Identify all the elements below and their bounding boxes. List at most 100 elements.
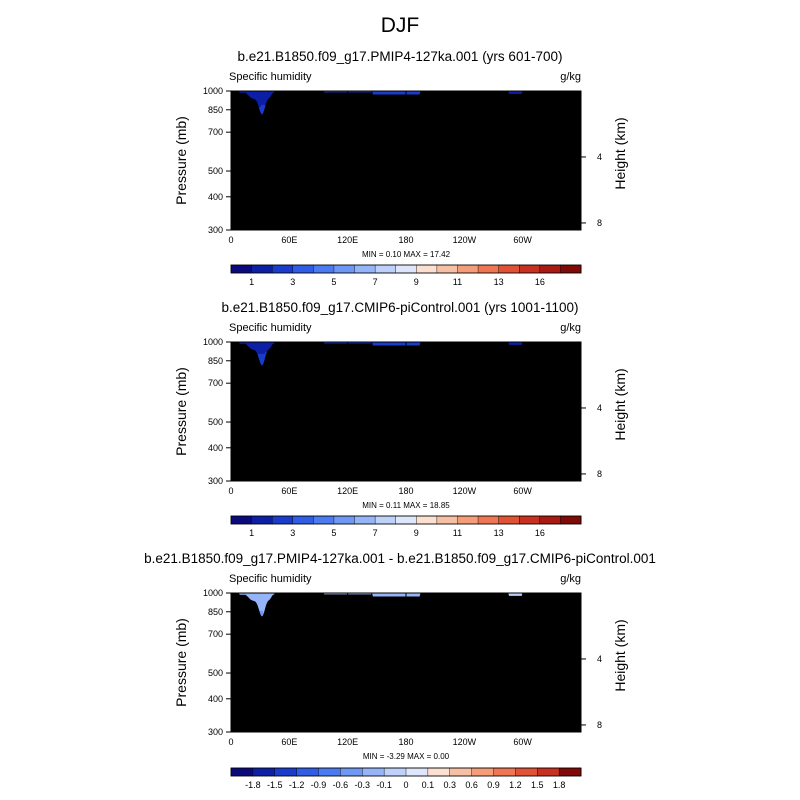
colorbar-swatch — [519, 264, 541, 274]
variable-label: Specific humidity — [229, 322, 312, 334]
y-tick-label: 1000 — [203, 337, 223, 347]
colorbar-swatch — [230, 515, 253, 525]
y2-tick-label: 4 — [597, 654, 602, 664]
colorbar-swatch — [449, 767, 473, 777]
x-tick-label: 60E — [281, 235, 297, 245]
colorbar-label: 13 — [494, 277, 504, 287]
min-max-stats: MIN = 0.10 MAX = 17.42 — [362, 250, 451, 259]
colorbar-swatch — [416, 515, 438, 525]
colorbar-label: -1.2 — [289, 780, 305, 790]
colorbar-swatch — [416, 264, 438, 274]
colorbar-label: 16 — [535, 277, 545, 287]
colorbar-swatch — [560, 515, 582, 525]
x-tick-label: 60E — [281, 486, 297, 496]
colorbar-swatch — [457, 515, 479, 525]
colorbar-swatch — [313, 515, 335, 525]
colorbar-label: 11 — [453, 277, 462, 287]
panel-p1: b.e21.B1850.f09_g17.PMIP4-127ka.001 (yrs… — [173, 49, 628, 287]
colorbar-swatch — [354, 264, 376, 274]
panel-p3: b.e21.B1850.f09_g17.PMIP4-127ka.001 - b.… — [144, 551, 656, 790]
colorbar-frame — [230, 515, 582, 525]
colorbar-swatch — [251, 515, 273, 525]
colorbar-swatch — [498, 515, 520, 525]
colorbar: 1 3 5 7 9 11 13 16 — [230, 515, 582, 538]
y-tick-label: 850 — [208, 356, 223, 366]
colorbar-label: 7 — [373, 528, 378, 538]
colorbar-label: 1 — [249, 277, 254, 287]
colorbar-swatch — [271, 264, 294, 274]
y2-axis-label: Height (km) — [612, 117, 628, 189]
colorbar-frame — [230, 264, 582, 274]
colorbar-label: -1.5 — [267, 780, 283, 790]
colorbar-swatch — [318, 767, 341, 777]
colorbar-swatch — [333, 515, 356, 525]
colorbar-swatch — [493, 767, 516, 777]
y-tick-label: 850 — [208, 105, 223, 115]
figure-title: DJF — [380, 14, 420, 37]
colorbar-swatch — [558, 767, 582, 777]
colorbar-swatch — [537, 767, 560, 777]
colorbar: 1 3 5 7 9 11 13 16 — [230, 264, 582, 287]
colorbar-swatch — [436, 515, 458, 525]
terrain — [231, 91, 581, 230]
y2-tick-label: 4 — [597, 403, 602, 413]
colorbar-label: 0.1 — [422, 780, 435, 790]
y-tick-label: 400 — [208, 192, 223, 202]
colorbar-label: 3 — [290, 277, 295, 287]
colorbar-swatch — [539, 264, 561, 274]
colorbar-swatch — [471, 767, 494, 777]
colorbar-swatch — [374, 515, 397, 525]
units-label: g/kg — [560, 71, 581, 83]
y-tick-label: 700 — [208, 378, 223, 388]
y-tick-label: 400 — [208, 694, 223, 704]
terrain — [231, 342, 581, 481]
colorbar-swatch — [374, 264, 397, 274]
colorbar-label: 5 — [331, 277, 336, 287]
colorbar-swatch — [427, 767, 451, 777]
colorbar-swatch — [362, 767, 385, 777]
x-tick-label: 120E — [337, 235, 358, 245]
x-tick-label: 60W — [513, 737, 532, 747]
units-label: g/kg — [560, 573, 581, 585]
panel-title: b.e21.B1850.f09_g17.CMIP6-piControl.001 … — [222, 300, 579, 315]
x-tick-label: 0 — [228, 486, 233, 496]
y2-tick-label: 8 — [597, 469, 602, 479]
colorbar-swatch — [340, 767, 363, 777]
y-tick-label: 500 — [208, 417, 223, 427]
y-tick-label: 1000 — [203, 588, 223, 598]
colorbar-label: 9 — [414, 528, 419, 538]
x-tick-label: 180 — [398, 235, 413, 245]
y2-tick-label: 4 — [597, 152, 602, 162]
colorbar-swatch — [230, 767, 254, 777]
colorbar-label: 1.2 — [509, 780, 522, 790]
colorbar-swatch — [477, 515, 500, 525]
colorbar-swatch — [515, 767, 538, 777]
y-tick-label: 300 — [208, 727, 223, 737]
x-tick-label: 60W — [513, 486, 532, 496]
y-tick-label: 300 — [208, 225, 223, 235]
y-tick-label: 500 — [208, 166, 223, 176]
colorbar-swatch — [395, 264, 417, 274]
colorbar-label: 1.8 — [553, 780, 566, 790]
terrain — [231, 593, 581, 732]
y-tick-label: 700 — [208, 629, 223, 639]
colorbar-swatch — [251, 264, 273, 274]
colorbar-swatch — [292, 515, 314, 525]
panel-title: b.e21.B1850.f09_g17.PMIP4-127ka.001 - b.… — [144, 551, 656, 566]
y-axis-label: Pressure (mb) — [173, 618, 189, 707]
x-tick-label: 120E — [337, 737, 358, 747]
colorbar-label: 13 — [494, 528, 504, 538]
x-tick-label: 0 — [228, 737, 233, 747]
variable-label: Specific humidity — [229, 71, 312, 83]
colorbar-label: 0.3 — [443, 780, 456, 790]
x-tick-label: 120E — [337, 486, 358, 496]
x-tick-label: 120W — [453, 235, 477, 245]
panel-title: b.e21.B1850.f09_g17.PMIP4-127ka.001 (yrs… — [238, 49, 563, 64]
min-max-stats: MIN = 0.11 MAX = 18.85 — [362, 501, 450, 510]
colorbar: -1.8 -1.5 -1.2 -0.9 -0.6 -0.3 -0.1 0 0.1 0.3 0.6 0.… — [230, 767, 582, 790]
colorbar-swatch — [313, 264, 335, 274]
colorbar-label: 1.5 — [531, 780, 544, 790]
y2-axis-label: Height (km) — [612, 368, 628, 440]
y2-tick-label: 8 — [597, 720, 602, 730]
